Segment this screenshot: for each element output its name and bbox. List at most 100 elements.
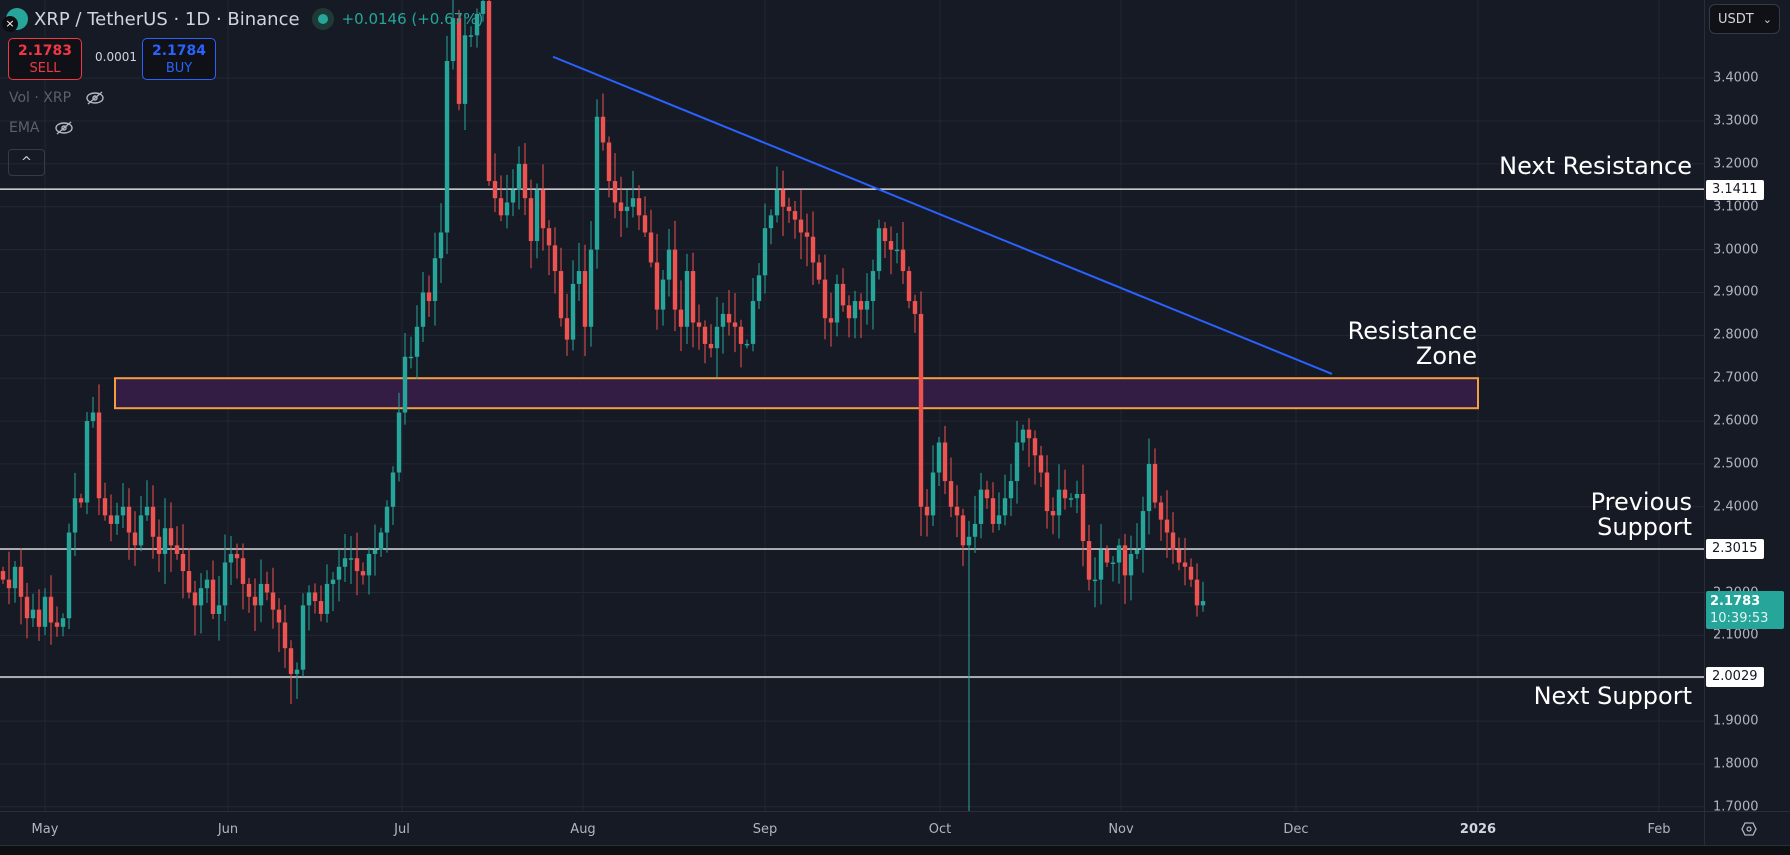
- candle-body: [756, 275, 762, 302]
- candle-body: [1188, 566, 1194, 580]
- candle-body: [102, 498, 108, 516]
- candle-body: [762, 228, 768, 276]
- candle-body: [222, 562, 228, 606]
- candle-body: [180, 553, 186, 572]
- eye-hidden-icon[interactable]: [85, 91, 105, 105]
- time-tick: Dec: [1283, 822, 1309, 837]
- candle-body: [264, 583, 270, 593]
- price-axis[interactable]: 3.4000 3.3000 3.2000 3.1000 3.0000 2.9000 2.80…: [1704, 0, 1790, 814]
- candle-body: [282, 622, 288, 649]
- price-tick: 2.8000: [1713, 327, 1759, 343]
- time-axis[interactable]: May Jun Jul Aug Sep Oct Nov Dec 2026 Feb: [0, 811, 1704, 846]
- close-icon[interactable]: ×: [2, 16, 18, 32]
- candle-body: [1050, 511, 1056, 516]
- candle-body: [174, 545, 180, 554]
- chevron-down-icon: ⌄: [1762, 13, 1772, 26]
- candle-body: [990, 498, 996, 524]
- candle-body: [1176, 549, 1182, 563]
- collapse-legend-button[interactable]: ^: [8, 149, 45, 176]
- candle-body: [18, 566, 24, 597]
- candle-body: [1062, 489, 1068, 499]
- annotation-previous-support[interactable]: Previous Support: [1480, 490, 1692, 540]
- chart-plot-area[interactable]: [0, 0, 1704, 811]
- price-tick: 2.6000: [1713, 413, 1759, 429]
- candle-body: [1194, 579, 1200, 606]
- settings-hexagon-icon[interactable]: [1705, 812, 1790, 846]
- candlestick-chart[interactable]: [0, 0, 1704, 811]
- candle-body: [1200, 601, 1206, 606]
- candle-body: [108, 515, 114, 524]
- candle-body: [552, 245, 558, 272]
- candle-body: [936, 442, 942, 473]
- eye-hidden-icon[interactable]: [54, 121, 74, 135]
- candle-body: [114, 515, 120, 524]
- candle-body: [522, 163, 528, 199]
- candle-body: [636, 198, 642, 216]
- candle-body: [78, 498, 84, 503]
- candle-body: [294, 669, 300, 674]
- candle-body: [882, 228, 888, 242]
- candle-body: [414, 326, 420, 357]
- candle-body: [666, 249, 672, 280]
- candle-body: [1164, 519, 1170, 533]
- sell-button[interactable]: 2.1783 SELL: [8, 38, 82, 80]
- candle-body: [858, 301, 864, 310]
- candle-body: [894, 249, 900, 252]
- candle-body: [456, 18, 462, 104]
- candle-body: [918, 313, 924, 507]
- candle-body: [474, 13, 480, 36]
- candle-body: [1074, 493, 1080, 499]
- candle-body: [210, 579, 216, 614]
- candle-body: [696, 322, 702, 327]
- buy-button[interactable]: 2.1784 BUY: [142, 38, 216, 80]
- descending-trendline: [552, 55, 1333, 375]
- candle-body: [384, 506, 390, 533]
- candle-body: [924, 506, 930, 516]
- sell-price: 2.1783: [17, 43, 73, 59]
- candle-body: [468, 35, 474, 37]
- currency-select[interactable]: USDT ⌄: [1709, 4, 1780, 34]
- candle-body: [342, 558, 348, 567]
- candle-body: [1038, 455, 1044, 473]
- chart-settings-corner[interactable]: [1704, 811, 1790, 846]
- candle-body: [366, 553, 372, 576]
- buy-price: 2.1784: [151, 43, 207, 59]
- bottom-toolbar-strip: [0, 845, 1790, 855]
- candle-body: [1170, 532, 1176, 550]
- candle-body: [60, 618, 66, 627]
- candle-body: [768, 215, 774, 229]
- candle-body: [66, 532, 72, 619]
- candle-body: [1140, 511, 1146, 550]
- candle-body: [564, 318, 570, 340]
- candle-body: [996, 515, 1002, 524]
- candle-body: [840, 283, 846, 306]
- candle-body: [930, 472, 936, 516]
- candle-body: [888, 241, 894, 250]
- price-tick: 2.7000: [1713, 370, 1759, 386]
- candle-body: [270, 592, 276, 610]
- annotation-next-support[interactable]: Next Support: [1533, 682, 1692, 710]
- candle-body: [654, 262, 660, 310]
- indicator-ema[interactable]: EMA: [9, 120, 74, 136]
- price-tick: 2.4000: [1713, 499, 1759, 515]
- level-label-next-resistance: 3.1411: [1706, 180, 1764, 200]
- annotation-line: Zone: [1415, 342, 1477, 370]
- indicator-volume[interactable]: Vol · XRP: [9, 90, 105, 106]
- candle-body: [792, 211, 798, 220]
- annotation-resistance-zone[interactable]: Resistance Zone: [1280, 319, 1477, 369]
- candle-body: [24, 596, 30, 619]
- candle-body: [426, 292, 432, 302]
- candle-body: [48, 596, 54, 623]
- symbol-title[interactable]: XRP / TetherUS · 1D · Binance: [34, 8, 300, 30]
- candle-body: [672, 249, 678, 310]
- candle-body: [1098, 549, 1104, 580]
- price-tick: 3.2000: [1713, 156, 1759, 172]
- candle-body: [1134, 549, 1140, 554]
- candle-body: [462, 35, 468, 104]
- time-tick: Oct: [928, 822, 952, 837]
- annotation-next-resistance[interactable]: Next Resistance: [1499, 152, 1692, 180]
- candle-body: [786, 206, 792, 212]
- candle-body: [1158, 502, 1164, 520]
- candle-body: [576, 271, 582, 284]
- level-label-next-support: 2.0029: [1706, 667, 1764, 687]
